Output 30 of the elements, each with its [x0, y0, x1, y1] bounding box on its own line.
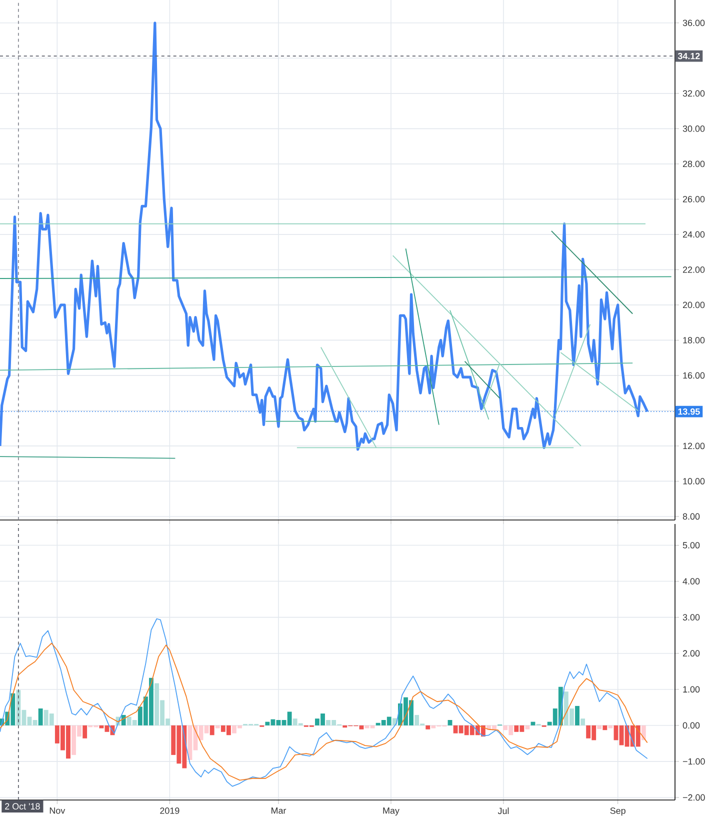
- y-tick-label: 4.00: [682, 578, 700, 584]
- y-tick-label: 1.00: [683, 686, 700, 693]
- y-tick-label: 28.00: [682, 160, 705, 168]
- ref-line-label: 34.12: [678, 52, 700, 60]
- y-tick-label: 12.00: [683, 442, 705, 450]
- y-tick-label: 10.00: [683, 478, 705, 484]
- y-tick-label: 30.00: [682, 125, 705, 132]
- y-tick-label: 5.00: [682, 542, 700, 548]
- x-tick-label: Nov: [50, 808, 66, 814]
- x-tick-label: 2019: [160, 808, 180, 814]
- y-tick-label: 36.00: [682, 20, 705, 26]
- y-tick-label: 2.00: [682, 650, 700, 657]
- y-tick-label: 18.00: [683, 337, 705, 344]
- ref-line-label: 13.95: [678, 408, 700, 415]
- y-tick-label: 0.00: [682, 722, 700, 729]
- x-tick-label: Sep: [610, 808, 626, 816]
- y-tick-label: 22.00: [682, 266, 705, 273]
- y-tick-label: 26.00: [682, 196, 705, 202]
- y-tick-label: 3.00: [682, 614, 700, 620]
- y-tick-label: 16.00: [683, 372, 705, 379]
- y-tick-label: 20.00: [682, 302, 705, 308]
- y-tick-label: 24.00: [682, 231, 705, 238]
- x-tick-label: May: [383, 808, 400, 816]
- y-tick-label: 8.00: [682, 513, 700, 520]
- ref-line-label: 2 Oct '18: [5, 803, 40, 810]
- y-tick-label: 32.00: [682, 90, 705, 97]
- y-tick-label: −1.00: [682, 758, 705, 765]
- x-tick-label: Jul: [498, 808, 509, 814]
- x-tick-label: Mar: [272, 808, 286, 814]
- y-tick-label: −2.00: [682, 794, 705, 801]
